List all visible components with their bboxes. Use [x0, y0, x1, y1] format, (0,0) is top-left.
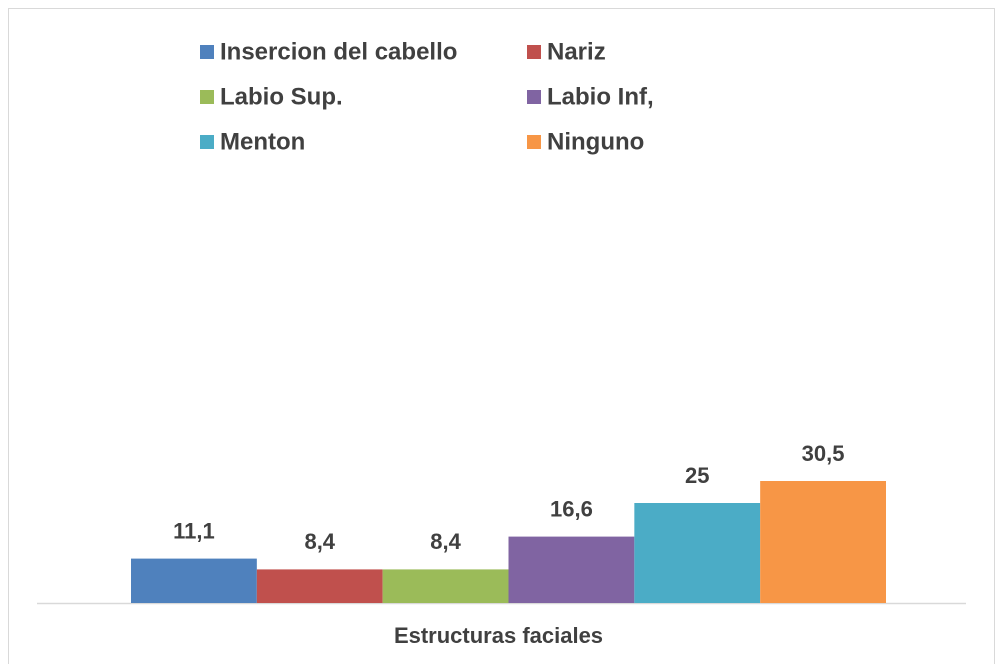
legend-swatch — [200, 45, 214, 59]
value-label: 16,6 — [550, 496, 593, 521]
bar — [131, 558, 257, 603]
legend-label: Ninguno — [547, 128, 644, 155]
value-label: 25 — [685, 463, 709, 488]
legend-label: Menton — [220, 128, 305, 155]
legend-swatch — [527, 45, 541, 59]
legend-swatch — [200, 135, 214, 149]
legend-label: Nariz — [547, 38, 606, 65]
bar — [760, 481, 886, 603]
bar — [508, 536, 635, 603]
value-label: 8,4 — [430, 529, 461, 554]
bar — [256, 569, 383, 603]
value-label: 8,4 — [304, 529, 335, 554]
legend-swatch — [527, 90, 541, 104]
value-label: 11,1 — [173, 518, 215, 543]
bar — [634, 503, 761, 603]
legend-label: Labio Sup. — [220, 83, 343, 110]
legend-label: Labio Inf, — [547, 83, 654, 110]
x-axis-label: Estructuras faciales — [394, 623, 603, 648]
legend-label: Insercion del cabello — [220, 38, 457, 65]
bar — [382, 569, 509, 603]
value-label: 30,5 — [802, 441, 845, 466]
legend-swatch — [527, 135, 541, 149]
legend-swatch — [200, 90, 214, 104]
